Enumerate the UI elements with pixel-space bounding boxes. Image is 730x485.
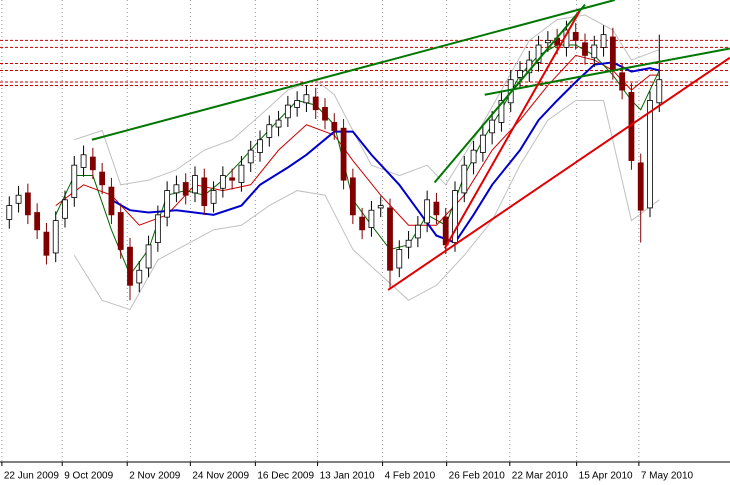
candle-body xyxy=(52,220,59,254)
candle-body xyxy=(24,192,31,216)
candle-body xyxy=(331,122,338,131)
candle-body xyxy=(312,96,319,111)
candle-body xyxy=(544,40,551,44)
grid xyxy=(1,0,640,462)
candle-body xyxy=(340,127,347,181)
candle-body xyxy=(647,100,653,209)
candle-body xyxy=(349,177,356,216)
x-tick-label: 2 Nov 2009 xyxy=(129,471,181,482)
candle-body xyxy=(461,164,468,194)
trend-line xyxy=(91,0,615,141)
candle-body xyxy=(396,249,403,269)
x-tick-label: 4 Feb 2010 xyxy=(385,471,436,482)
candle-body xyxy=(34,212,41,231)
x-tick-label: 22 Mar 2010 xyxy=(512,471,569,482)
candle-body xyxy=(656,79,663,104)
candle-body xyxy=(424,199,431,224)
x-tick-label: 13 Jan 2010 xyxy=(320,471,375,482)
candle-body xyxy=(442,216,449,246)
candle-body xyxy=(71,164,78,198)
candle-body xyxy=(43,231,50,256)
candle-body xyxy=(62,199,68,219)
candle-body xyxy=(414,224,421,239)
candle-body xyxy=(609,36,616,71)
candle-body xyxy=(368,209,375,228)
candle-body xyxy=(479,134,486,153)
candle-body xyxy=(322,107,328,121)
candle-body xyxy=(284,104,291,119)
candle-body xyxy=(219,175,226,189)
trend-line xyxy=(443,11,581,249)
candle-body xyxy=(210,190,217,204)
candle-body xyxy=(535,44,542,63)
candle-body xyxy=(89,156,96,171)
x-tick-label: 7 May 2010 xyxy=(641,471,694,482)
candle-body xyxy=(405,239,412,248)
candle-body xyxy=(572,31,579,41)
candle-body xyxy=(6,205,13,220)
x-tick-label: 9 Oct 2009 xyxy=(64,471,113,482)
candle-body xyxy=(247,149,254,164)
candle-body xyxy=(489,119,496,134)
candle-body xyxy=(15,194,22,204)
trend-line xyxy=(387,56,730,291)
candle-body xyxy=(266,124,273,138)
candle-body xyxy=(99,171,106,186)
x-axis-labels: 22 Jun 2009 9 Oct 2009 2 Nov 2009 24 Nov 20… xyxy=(1,462,694,482)
candle-body xyxy=(433,201,440,216)
candle-body xyxy=(145,244,152,269)
candle-body xyxy=(498,100,505,123)
candle-body xyxy=(600,34,607,48)
candle-body xyxy=(582,42,588,56)
trend-line xyxy=(433,3,586,184)
x-tick-label: 16 Dec 2009 xyxy=(257,471,314,482)
candle-body xyxy=(619,72,626,91)
candle-body xyxy=(154,214,161,243)
candle-body xyxy=(238,164,245,183)
candle-body xyxy=(182,182,189,196)
x-tick-label: 15 Apr 2010 xyxy=(579,471,633,482)
candle-body xyxy=(80,154,87,168)
indicator-line xyxy=(74,14,660,186)
x-tick-label: 26 Feb 2010 xyxy=(449,471,506,482)
candle-body xyxy=(452,190,458,243)
candle-body xyxy=(117,212,124,250)
candle-body xyxy=(377,205,384,209)
candle-body xyxy=(192,175,198,194)
indicator-line xyxy=(73,99,660,311)
x-tick-label: 22 Jun 2009 xyxy=(4,471,59,482)
indicator-line xyxy=(110,61,660,244)
candle-body xyxy=(359,216,366,231)
candle-body xyxy=(275,119,282,128)
x-tick-label: 24 Nov 2009 xyxy=(192,471,249,482)
candle-body xyxy=(303,94,310,104)
candle-body xyxy=(294,100,301,108)
candle-body xyxy=(201,177,208,206)
candle-body xyxy=(257,139,263,153)
candle-body xyxy=(387,207,393,271)
candle-body xyxy=(164,190,171,218)
candle-body xyxy=(127,246,133,286)
candle-body xyxy=(229,177,236,181)
candle-body xyxy=(136,269,143,284)
candle-body xyxy=(637,162,644,211)
trend-line xyxy=(484,47,730,96)
candle-body xyxy=(517,70,523,78)
candle-body xyxy=(591,44,598,59)
candle-body xyxy=(470,149,477,164)
candle-body xyxy=(173,184,180,194)
candle-body xyxy=(108,186,115,216)
plot-area xyxy=(0,0,730,311)
